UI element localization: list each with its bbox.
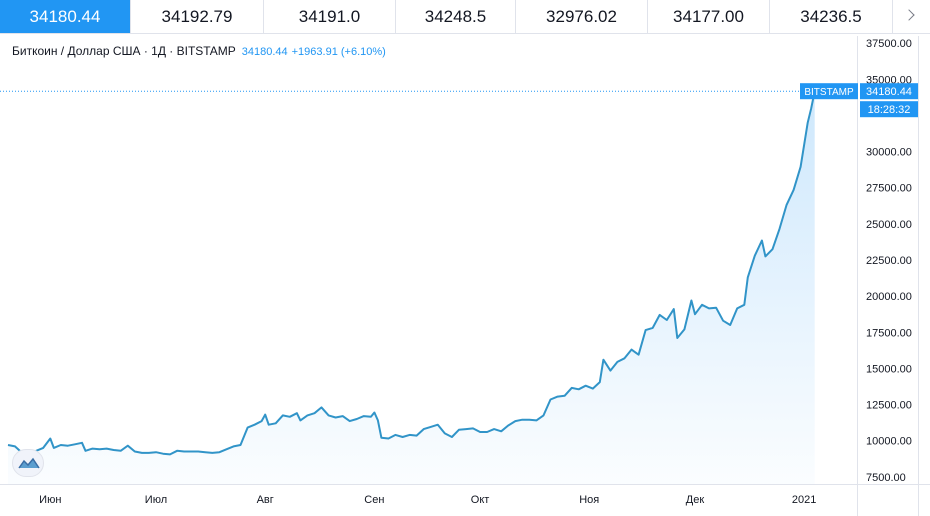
countdown-label: 18:28:32 [868, 104, 911, 116]
y-tick-label: 27500.00 [866, 183, 912, 195]
y-tick-label: 15000.00 [866, 363, 912, 375]
price-line [7, 90, 816, 459]
y-tick-label: 7500.00 [866, 472, 906, 484]
last-price-label: 34180.44 [866, 86, 912, 98]
x-tick-label: Окт [471, 494, 490, 506]
tradingview-logo-icon[interactable] [12, 449, 44, 477]
tab-5[interactable]: 32976.02 [516, 0, 648, 33]
y-tick-label: 12500.00 [866, 400, 912, 412]
y-tick-label: 10000.00 [866, 436, 912, 448]
tab-2[interactable]: 34192.79 [131, 0, 264, 33]
tab-4[interactable]: 34248.5 [396, 0, 516, 33]
price-area-fill [8, 91, 815, 484]
header-change: +1963.91 (+6.10%) [291, 46, 386, 58]
tab-3[interactable]: 34191.0 [264, 0, 396, 33]
x-tick-label: Июн [39, 494, 61, 506]
x-tick-label: Ноя [579, 494, 599, 506]
x-tick-label: Авг [257, 494, 274, 506]
x-tick-label: Дек [686, 494, 705, 506]
x-tick-label: Сен [364, 494, 384, 506]
exchange-label-bg [800, 83, 858, 100]
x-tick-label: Июл [145, 494, 167, 506]
y-tick-label: 37500.00 [866, 38, 912, 50]
tab-1[interactable]: 34180.44 [0, 0, 131, 33]
x-tick-label: 2021 [792, 494, 816, 506]
countdown-label-bg [860, 101, 918, 118]
y-tick-label: 30000.00 [866, 147, 912, 159]
last-price-label-bg [860, 83, 918, 100]
y-tick-label: 22500.00 [866, 255, 912, 267]
y-tick-label: 25000.00 [866, 219, 912, 231]
header-last-value: 34180.44 [241, 46, 288, 58]
chart-header: Биткоин / Доллар США · 1Д · BITSTAMP 3418… [12, 44, 386, 58]
chart-title: Биткоин / Доллар США · 1Д · BITSTAMP [12, 44, 236, 58]
ticker-tabs: 34180.44 34192.79 34191.0 34248.5 32976.02 34… [0, 0, 930, 34]
tab-6[interactable]: 34177.00 [648, 0, 770, 33]
tab-7[interactable]: 34236.5 [770, 0, 893, 33]
y-tick-label: 17500.00 [866, 327, 912, 339]
y-tick-label: 20000.00 [866, 291, 912, 303]
exchange-label: BITSTAMP [804, 87, 854, 98]
